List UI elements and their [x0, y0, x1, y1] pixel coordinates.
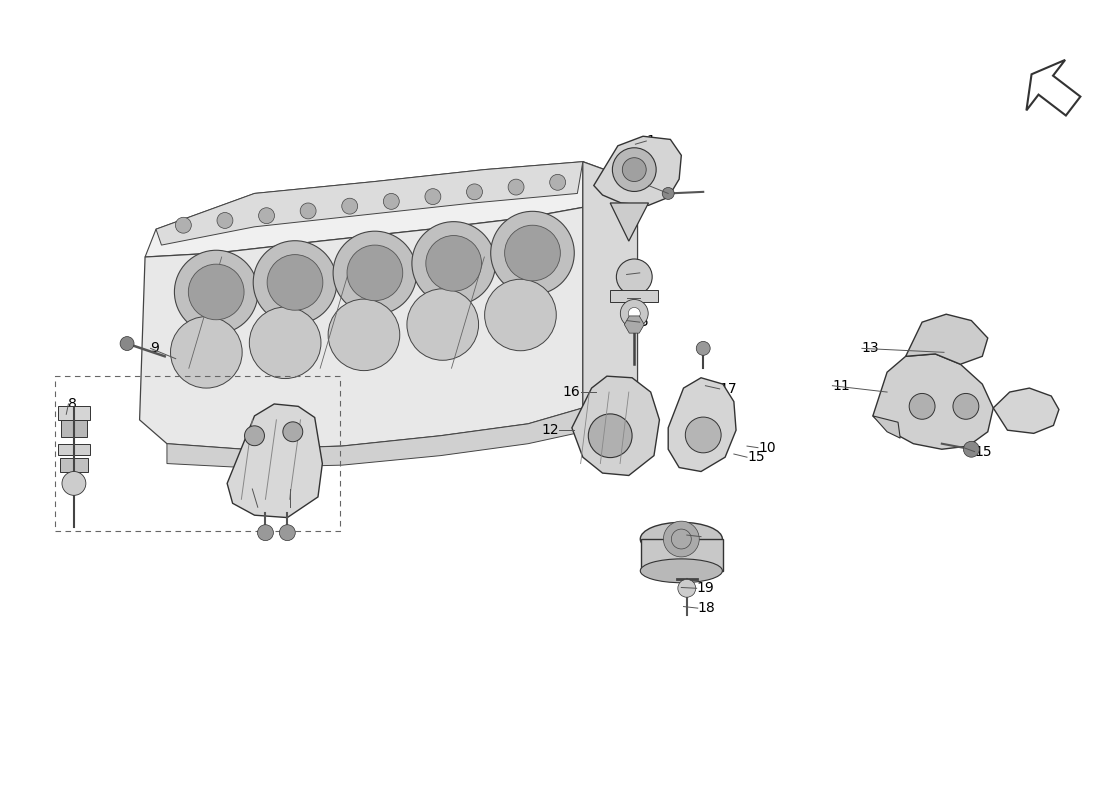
Circle shape — [175, 250, 258, 334]
Circle shape — [616, 259, 652, 294]
Circle shape — [346, 245, 403, 301]
Polygon shape — [625, 316, 645, 333]
Circle shape — [620, 299, 648, 327]
Circle shape — [257, 525, 274, 541]
Text: 13: 13 — [862, 342, 880, 355]
Circle shape — [623, 158, 646, 182]
Bar — [57, 406, 90, 420]
Text: 18: 18 — [697, 601, 715, 615]
Circle shape — [170, 317, 242, 388]
Ellipse shape — [640, 559, 723, 582]
Text: 3: 3 — [640, 266, 649, 280]
Polygon shape — [993, 388, 1059, 434]
Polygon shape — [227, 404, 322, 518]
Circle shape — [696, 342, 711, 355]
Polygon shape — [873, 354, 993, 450]
Text: 9: 9 — [151, 342, 160, 355]
Circle shape — [411, 222, 495, 305]
Bar — [60, 458, 88, 472]
Circle shape — [671, 529, 691, 549]
Circle shape — [283, 422, 302, 442]
Bar — [641, 539, 723, 571]
Circle shape — [491, 211, 574, 294]
Circle shape — [550, 174, 565, 190]
Circle shape — [120, 337, 134, 350]
Text: 10: 10 — [758, 441, 776, 454]
Text: 8: 8 — [68, 397, 77, 411]
Polygon shape — [140, 162, 616, 450]
Circle shape — [964, 442, 979, 457]
Polygon shape — [873, 416, 900, 438]
Ellipse shape — [640, 522, 723, 556]
Text: 14: 14 — [701, 530, 718, 544]
Polygon shape — [668, 378, 736, 471]
Circle shape — [175, 218, 191, 233]
Bar — [610, 290, 658, 302]
Text: 1: 1 — [647, 134, 656, 148]
Circle shape — [588, 414, 632, 458]
Circle shape — [505, 226, 560, 281]
Circle shape — [267, 254, 323, 310]
Circle shape — [425, 189, 441, 205]
Circle shape — [250, 307, 321, 378]
Circle shape — [383, 194, 399, 210]
Circle shape — [628, 307, 640, 319]
Circle shape — [300, 203, 316, 219]
Circle shape — [426, 235, 482, 291]
Text: 5: 5 — [640, 315, 649, 329]
Bar — [57, 444, 90, 455]
Circle shape — [279, 525, 295, 541]
Text: 16: 16 — [563, 385, 581, 399]
Text: 4: 4 — [640, 291, 649, 306]
Text: 7: 7 — [252, 482, 261, 496]
Circle shape — [466, 184, 483, 200]
Bar — [55, 376, 340, 531]
Polygon shape — [145, 162, 616, 257]
Text: 15: 15 — [747, 450, 764, 464]
Text: 11: 11 — [833, 378, 850, 393]
Circle shape — [613, 148, 657, 191]
Circle shape — [953, 394, 979, 419]
Polygon shape — [1026, 60, 1080, 115]
Bar — [60, 420, 87, 438]
Polygon shape — [167, 408, 583, 467]
Polygon shape — [583, 162, 638, 408]
Text: 12: 12 — [541, 423, 559, 437]
Circle shape — [663, 521, 700, 557]
Circle shape — [333, 231, 417, 314]
Circle shape — [217, 213, 233, 229]
Circle shape — [685, 417, 722, 453]
Polygon shape — [610, 203, 649, 241]
Text: 17: 17 — [719, 382, 737, 396]
Circle shape — [678, 579, 696, 598]
Text: 19: 19 — [696, 582, 714, 595]
Circle shape — [62, 471, 86, 495]
Circle shape — [244, 426, 264, 446]
Circle shape — [253, 241, 337, 324]
Circle shape — [407, 289, 478, 360]
Circle shape — [328, 299, 399, 370]
Circle shape — [910, 394, 935, 419]
Circle shape — [662, 187, 674, 199]
Circle shape — [188, 264, 244, 320]
Circle shape — [258, 208, 275, 224]
Circle shape — [485, 279, 557, 350]
Polygon shape — [156, 162, 583, 245]
Polygon shape — [572, 376, 659, 475]
Circle shape — [508, 179, 524, 195]
Circle shape — [342, 198, 358, 214]
Text: 2: 2 — [649, 178, 658, 193]
Text: 6: 6 — [289, 482, 298, 496]
Polygon shape — [594, 136, 681, 206]
Polygon shape — [905, 314, 988, 364]
Text: 15: 15 — [975, 445, 992, 458]
